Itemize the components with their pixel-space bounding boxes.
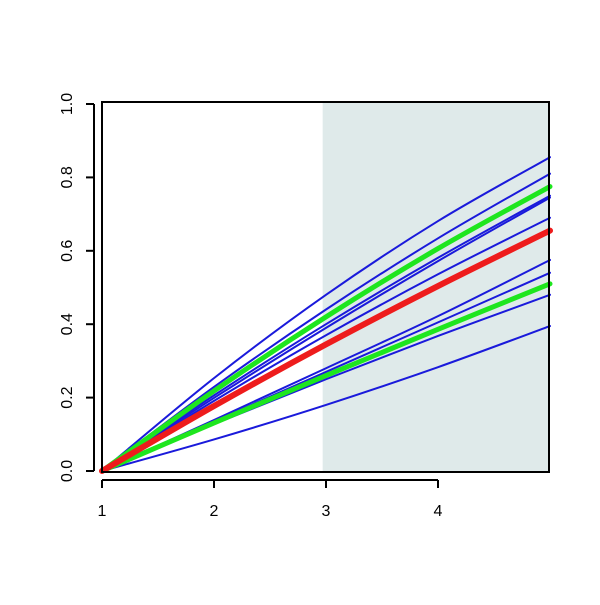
y-tick-label: 0.6 xyxy=(59,240,76,262)
series-line xyxy=(99,281,553,474)
x-tick-label: 2 xyxy=(210,503,219,520)
series-line xyxy=(101,196,551,472)
x-tick-label: 1 xyxy=(98,503,107,520)
y-tick-label: 0.0 xyxy=(59,460,76,482)
plot-box xyxy=(101,101,550,473)
x-tick-label: 3 xyxy=(322,503,331,520)
y-tick-label: 0.4 xyxy=(59,313,76,335)
x-tick-label: 4 xyxy=(434,503,443,520)
series-line xyxy=(101,156,551,472)
series-line xyxy=(101,325,551,472)
series-line xyxy=(101,216,551,472)
series-line xyxy=(99,184,553,474)
y-tick-label: 1.0 xyxy=(59,93,76,115)
series-line xyxy=(99,227,553,474)
y-tick-label: 0.8 xyxy=(59,166,76,188)
y-tick-label: 0.2 xyxy=(59,386,76,408)
